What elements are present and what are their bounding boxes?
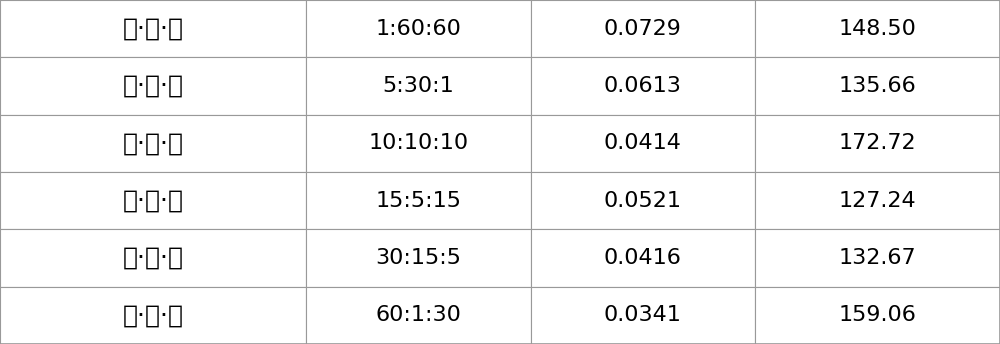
Bar	[0, 172, 306, 229]
Bar	[755, 0, 1000, 57]
Bar	[306, 287, 531, 344]
Text: 叶·氟·呃: 叶·氟·呃	[123, 303, 184, 327]
Bar	[306, 57, 531, 115]
Text: 0.0521: 0.0521	[604, 191, 682, 211]
Bar	[0, 229, 306, 287]
Text: 30:15:5: 30:15:5	[375, 248, 461, 268]
Bar	[755, 287, 1000, 344]
Text: 10:10:10: 10:10:10	[368, 133, 468, 153]
Text: 132.67: 132.67	[839, 248, 916, 268]
Bar	[755, 172, 1000, 229]
Text: 叶·氟·呃: 叶·氟·呃	[123, 74, 184, 98]
Bar	[306, 115, 531, 172]
Text: 135.66: 135.66	[839, 76, 916, 96]
Bar	[755, 57, 1000, 115]
Bar	[0, 0, 306, 57]
Text: 0.0729: 0.0729	[604, 19, 682, 39]
Bar	[531, 0, 755, 57]
Bar	[306, 172, 531, 229]
Text: 叶·氟·呃: 叶·氟·呃	[123, 17, 184, 41]
Text: 叶·氟·呃: 叶·氟·呃	[123, 189, 184, 213]
Bar	[306, 229, 531, 287]
Text: 1:60:60: 1:60:60	[375, 19, 461, 39]
Text: 5:30:1: 5:30:1	[382, 76, 454, 96]
Text: 叶·氟·呃: 叶·氟·呃	[123, 131, 184, 155]
Text: 0.0416: 0.0416	[604, 248, 682, 268]
Bar	[0, 115, 306, 172]
Text: 127.24: 127.24	[839, 191, 916, 211]
Text: 172.72: 172.72	[839, 133, 916, 153]
Text: 0.0613: 0.0613	[604, 76, 682, 96]
Text: 148.50: 148.50	[839, 19, 916, 39]
Text: 0.0414: 0.0414	[604, 133, 682, 153]
Bar	[306, 0, 531, 57]
Text: 0.0341: 0.0341	[604, 305, 682, 325]
Bar	[0, 57, 306, 115]
Bar	[531, 229, 755, 287]
Bar	[531, 287, 755, 344]
Text: 15:5:15: 15:5:15	[375, 191, 461, 211]
Bar	[531, 57, 755, 115]
Bar	[755, 115, 1000, 172]
Text: 60:1:30: 60:1:30	[375, 305, 461, 325]
Text: 叶·氟·呃: 叶·氟·呃	[123, 246, 184, 270]
Text: 159.06: 159.06	[839, 305, 916, 325]
Bar	[531, 115, 755, 172]
Bar	[755, 229, 1000, 287]
Bar	[531, 172, 755, 229]
Bar	[0, 287, 306, 344]
